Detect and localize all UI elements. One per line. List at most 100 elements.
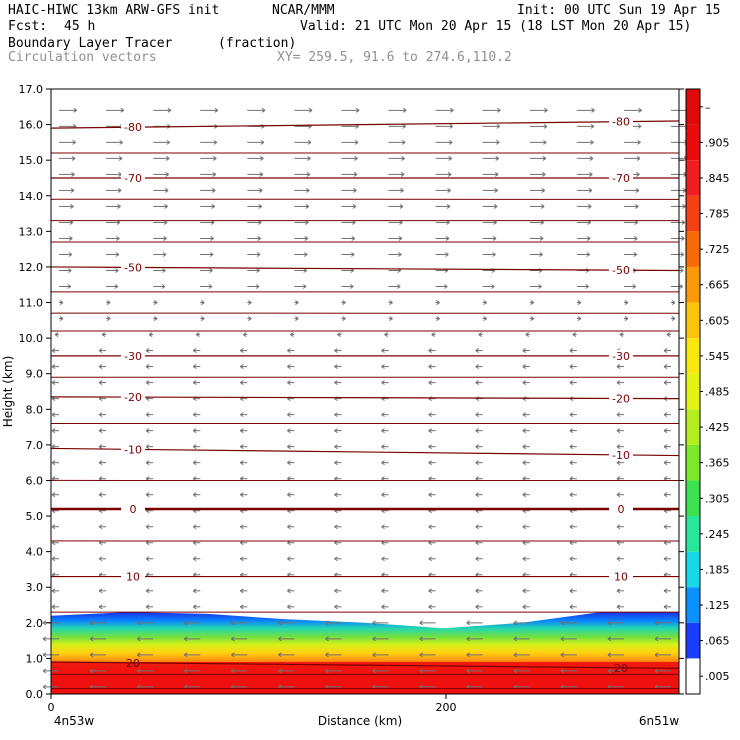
wind-vector-head (308, 107, 313, 113)
wind-vector-head (538, 284, 542, 289)
wind-vector-head (447, 171, 452, 177)
wind-vector-head (497, 107, 501, 113)
isotherm--20 (50, 396, 680, 400)
wind-vector-head (153, 300, 158, 305)
wind-vector-head (295, 316, 299, 321)
wind-vector-head (483, 300, 487, 305)
wind-vector-head (569, 364, 574, 370)
wind-vector-head (496, 139, 500, 145)
wind-vector-head (419, 620, 423, 626)
wind-vector-head (496, 123, 501, 129)
wind-vector-head (428, 348, 432, 353)
colorbar-swatch (686, 302, 700, 339)
wind-vector-head (381, 556, 385, 562)
wind-vector-head (51, 348, 56, 353)
wind-vector-head (248, 316, 252, 321)
wind-vector-head (334, 428, 338, 434)
wind-vector-head (585, 284, 589, 289)
wind-vector-head (428, 428, 432, 434)
wind-vector-head (51, 492, 56, 498)
wind-vector-head (539, 252, 543, 257)
wind-vector-head (428, 492, 432, 498)
contour-label: -30 (124, 350, 142, 363)
wind-vector-head (101, 332, 106, 337)
field-name: Boundary Layer Tracer (8, 36, 173, 51)
wind-vector-head (260, 155, 264, 161)
wind-vector-head (287, 444, 291, 450)
wind-vector-head (153, 316, 158, 321)
wind-vector-head (334, 588, 338, 594)
wind-vector-head (682, 204, 686, 209)
colorbar-swatch (686, 124, 700, 161)
wind-vector-head (400, 188, 404, 193)
wind-vector-head (200, 300, 205, 305)
wind-vector-head (399, 204, 404, 209)
contour-line (50, 312, 680, 315)
wind-vector-head (624, 300, 629, 305)
wind-vector-head (167, 107, 172, 113)
wind-vector-head (278, 620, 282, 626)
wind-vector-head (42, 668, 47, 674)
wind-vector-head (334, 556, 338, 562)
wind-vector-head (448, 139, 453, 145)
wind-vector-head (164, 204, 168, 209)
colorbar-label: .605 (705, 314, 730, 327)
contour-label-bg (609, 392, 633, 405)
wind-vector-head (256, 268, 260, 273)
wind-vector-head (419, 636, 423, 642)
wind-vector-head (428, 556, 432, 562)
wind-vector-head (192, 380, 197, 386)
org-label: NCAR/MMM (272, 3, 335, 18)
wind-vector-head (475, 460, 479, 466)
wind-vector-head (663, 348, 668, 353)
wind-vector-head (569, 348, 574, 353)
wind-vector-head (260, 139, 265, 145)
wind-vector-head (243, 332, 247, 337)
wind-vector-head (446, 204, 451, 209)
y-tick-label: 3.0 (26, 581, 44, 594)
xy-label: XY= 259.5, 91.6 to 274.6,110.2 (277, 50, 512, 65)
wind-vector-head (145, 604, 150, 610)
wind-vector-head (381, 428, 385, 434)
wind-vector-head (654, 668, 659, 674)
wind-vector-head (428, 412, 432, 418)
wind-vector-head (569, 444, 574, 450)
wind-vector-head (114, 284, 119, 289)
wind-vector-head (145, 524, 150, 530)
wind-vector-head (334, 460, 338, 466)
contour-label-bg (121, 570, 145, 583)
wind-vector-head (542, 155, 547, 161)
wind-vector-head (569, 556, 574, 562)
wind-vector-head (680, 252, 685, 257)
wind-vector-head (240, 460, 244, 466)
wind-vector-head (145, 412, 150, 418)
wind-vector-head (355, 107, 360, 113)
wind-vector-head (588, 188, 593, 193)
wind-vector-head (654, 636, 659, 642)
wind-vector-head (240, 380, 244, 386)
wind-vector-head (68, 252, 73, 257)
wind-vector-head (525, 332, 530, 337)
wind-vector-head (192, 588, 197, 594)
wind-vector-head (69, 236, 73, 241)
wind-vector-head (635, 188, 640, 193)
contour-line (50, 422, 680, 425)
wind-vector-head (475, 428, 479, 434)
contour-label-bg (609, 502, 633, 515)
wind-vector-head (211, 188, 216, 193)
isotherm--50 (50, 266, 680, 272)
wind-vector-head (654, 652, 659, 658)
wind-vector-head (118, 155, 123, 161)
wind-vector-head (287, 428, 291, 434)
colorbar-label: .905 (705, 136, 730, 149)
contour-label-bg (609, 115, 633, 128)
colorbar-label: .005 (705, 670, 730, 683)
wind-vector-head (616, 444, 621, 450)
wind-vector-head (492, 236, 497, 241)
wind-vector-head (302, 284, 307, 289)
wind-vector-head (240, 348, 244, 353)
contour-label: 20 (126, 657, 140, 670)
wind-vector-head (306, 188, 310, 193)
wind-vector-head (450, 107, 454, 113)
wind-vector-head (98, 556, 103, 562)
